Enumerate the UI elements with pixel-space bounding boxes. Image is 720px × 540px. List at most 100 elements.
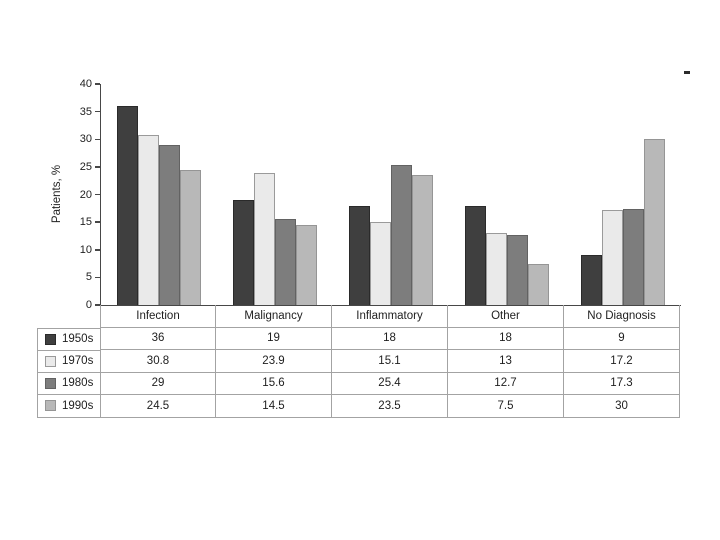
y-tick-10: 10 [76, 244, 100, 256]
legend-row-1970s: 1970s [38, 351, 100, 373]
bar-1970s-infection [138, 134, 159, 305]
y-tick-5: 5 [76, 271, 100, 283]
legend-label-1990s: 1990s [62, 399, 94, 412]
plot-area [100, 84, 681, 306]
table-row-1970s: 30.8 23.9 15.1 13 17.2 [100, 350, 680, 373]
bar-1970s-malignancy [254, 172, 275, 305]
y-tick-mark [95, 221, 100, 223]
y-axis: 0 5 10 15 20 25 30 35 40 [0, 78, 100, 311]
y-tick-label: 30 [79, 133, 92, 146]
bar-1990s-other [528, 263, 549, 305]
table-row-1950s: 36 19 18 18 9 [100, 327, 680, 350]
legend-label-1970s: 1970s [62, 355, 94, 367]
y-tick-35: 35 [76, 106, 100, 118]
column-header-malignancy: Malignancy [216, 305, 332, 328]
legend-swatch-1970s [45, 355, 56, 367]
cell-1980s-no-diagnosis: 17.3 [564, 372, 680, 395]
cell-1990s-no-diagnosis: 30 [564, 395, 680, 418]
bar-1970s-no-diagnosis [602, 209, 623, 305]
bar-group-other [449, 84, 565, 305]
cell-1950s-inflammatory: 18 [332, 327, 448, 350]
y-tick-30: 30 [76, 133, 100, 145]
table-body: 36 19 18 18 9 30.8 23.9 15.1 13 17.2 29 15.6 25.4 12.… [100, 327, 680, 418]
y-tick-mark [95, 83, 100, 85]
y-tick-mark [95, 276, 100, 279]
bar-group-infection [101, 84, 217, 305]
y-tick-mark [95, 166, 100, 168]
cell-1970s-inflammatory: 15.1 [332, 350, 448, 373]
legend-row-1950s: 1950s [38, 329, 100, 351]
cell-1990s-infection: 24.5 [100, 395, 216, 418]
bar-1970s-other [486, 233, 507, 305]
bar-1950s-malignancy [233, 200, 254, 305]
cell-1970s-other: 13 [448, 350, 564, 373]
table-row-1980s: 29 15.6 25.4 12.7 17.3 [100, 372, 680, 395]
y-tick-mark [95, 249, 100, 251]
y-tick-40: 40 [76, 78, 100, 90]
y-tick-0: 0 [76, 299, 100, 311]
stray-dash-artifact [684, 71, 690, 74]
bar-1990s-no-diagnosis [644, 139, 665, 305]
bar-1950s-inflammatory [349, 205, 370, 305]
cell-1950s-infection: 36 [100, 327, 216, 350]
bar-1980s-inflammatory [391, 164, 412, 305]
legend-swatch-1950s [45, 333, 56, 345]
bar-1990s-malignancy [296, 224, 317, 305]
cell-1950s-other: 18 [448, 327, 564, 350]
column-header-other: Other [448, 305, 564, 328]
column-header-infection: Infection [100, 305, 216, 328]
legend-swatch-1990s [45, 400, 56, 411]
bar-group-no-diagnosis [565, 84, 681, 305]
cell-1990s-inflammatory: 23.5 [332, 395, 448, 418]
table-header-row: Infection Malignancy Inflammatory Other No D… [100, 305, 680, 328]
legend-row-1990s: 1990s [38, 395, 100, 417]
column-header-no-diagnosis: No Diagnosis [564, 305, 680, 328]
cell-1970s-no-diagnosis: 17.2 [564, 350, 680, 373]
bar-1980s-infection [159, 144, 180, 305]
y-tick-label: 25 [79, 160, 92, 173]
table-row-1990s: 24.5 14.5 23.5 7.5 30 [100, 395, 680, 418]
bar-1980s-other [507, 234, 528, 305]
column-header-inflammatory: Inflammatory [332, 305, 448, 328]
cell-1950s-malignancy: 19 [216, 327, 332, 350]
bar-1990s-infection [180, 169, 201, 305]
cell-1970s-infection: 30.8 [100, 350, 216, 373]
cell-1980s-malignancy: 15.6 [216, 372, 332, 395]
y-tick-mark [95, 138, 100, 140]
bar-group-malignancy [217, 84, 333, 305]
legend-swatch-1980s [45, 377, 56, 389]
legend-label-1950s: 1950s [62, 333, 94, 345]
y-tick-25: 25 [76, 161, 100, 173]
cell-1990s-malignancy: 14.5 [216, 395, 332, 418]
y-tick-label: 5 [85, 271, 92, 284]
y-tick-mark [95, 304, 100, 306]
y-tick-mark [95, 110, 100, 113]
cell-1980s-other: 12.7 [448, 372, 564, 395]
bar-1950s-other [465, 205, 486, 305]
y-tick-20: 20 [76, 189, 100, 201]
cell-1990s-other: 7.5 [448, 395, 564, 418]
y-tick-15: 15 [76, 216, 100, 228]
legend-row-1980s: 1980s [38, 373, 100, 395]
bar-1950s-no-diagnosis [581, 255, 602, 305]
bar-1980s-no-diagnosis [623, 209, 644, 305]
y-tick-mark [95, 193, 100, 196]
legend-label-1980s: 1980s [62, 377, 94, 389]
y-tick-label: 10 [79, 243, 92, 256]
cell-1970s-malignancy: 23.9 [216, 350, 332, 373]
y-tick-label: 40 [79, 78, 92, 90]
bar-1970s-inflammatory [370, 221, 391, 305]
bar-1980s-malignancy [275, 218, 296, 305]
legend-column: 1950s 1970s 1980s 1990s [37, 327, 100, 418]
bar-1950s-infection [117, 106, 138, 305]
cell-1980s-infection: 29 [100, 372, 216, 395]
y-tick-label: 15 [79, 216, 92, 229]
cell-1950s-no-diagnosis: 9 [564, 327, 680, 350]
cell-1980s-inflammatory: 25.4 [332, 372, 448, 395]
bar-group-inflammatory [333, 84, 449, 305]
y-tick-label: 20 [79, 188, 92, 201]
bar-1990s-inflammatory [412, 175, 433, 305]
y-tick-label: 0 [85, 299, 92, 311]
y-tick-label: 35 [79, 105, 92, 118]
